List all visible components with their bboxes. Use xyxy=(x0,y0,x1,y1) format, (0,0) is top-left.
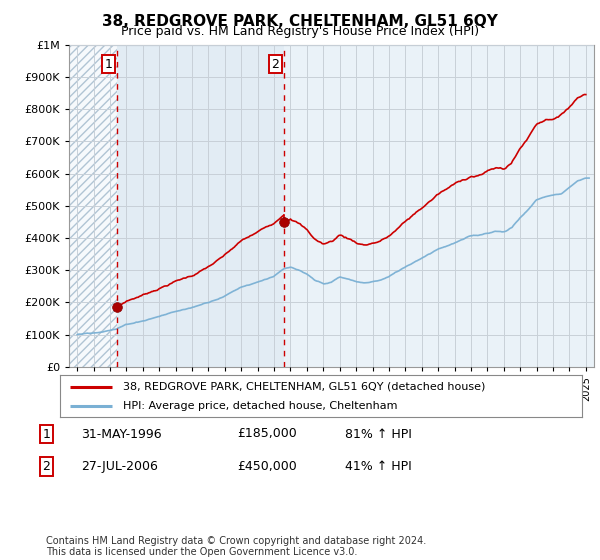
Text: 38, REDGROVE PARK, CHELTENHAM, GL51 6QY (detached house): 38, REDGROVE PARK, CHELTENHAM, GL51 6QY … xyxy=(122,381,485,391)
Text: 38, REDGROVE PARK, CHELTENHAM, GL51 6QY: 38, REDGROVE PARK, CHELTENHAM, GL51 6QY xyxy=(102,14,498,29)
Bar xyxy=(117,45,284,367)
Text: 81% ↑ HPI: 81% ↑ HPI xyxy=(345,427,412,441)
Text: 2: 2 xyxy=(42,460,50,473)
Text: HPI: Average price, detached house, Cheltenham: HPI: Average price, detached house, Chel… xyxy=(122,401,397,411)
Text: Price paid vs. HM Land Registry's House Price Index (HPI): Price paid vs. HM Land Registry's House … xyxy=(121,25,479,38)
Text: 31-MAY-1996: 31-MAY-1996 xyxy=(81,427,161,441)
Bar xyxy=(69,45,117,367)
Text: Contains HM Land Registry data © Crown copyright and database right 2024.
This d: Contains HM Land Registry data © Crown c… xyxy=(46,535,427,557)
Text: £450,000: £450,000 xyxy=(237,460,297,473)
Text: 41% ↑ HPI: 41% ↑ HPI xyxy=(345,460,412,473)
Text: £185,000: £185,000 xyxy=(237,427,297,441)
Bar xyxy=(69,45,117,367)
Text: 2: 2 xyxy=(271,58,280,71)
Text: 1: 1 xyxy=(105,58,113,71)
Text: 1: 1 xyxy=(42,427,50,441)
Text: 27-JUL-2006: 27-JUL-2006 xyxy=(81,460,158,473)
